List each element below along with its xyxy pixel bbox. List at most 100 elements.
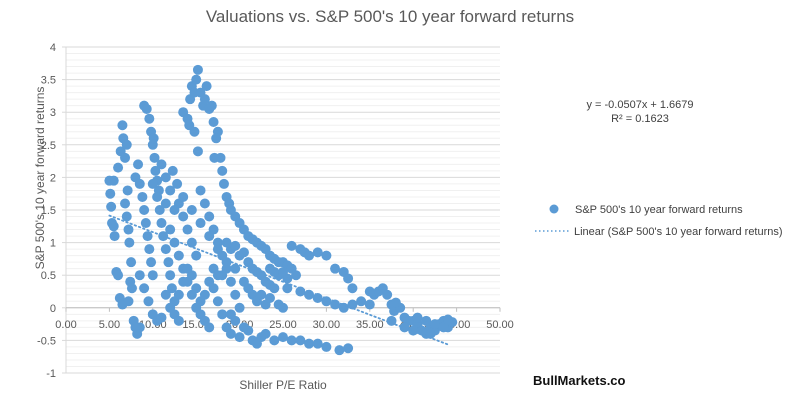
data-point — [178, 276, 189, 287]
data-point — [382, 289, 393, 300]
data-point — [269, 283, 280, 294]
data-point — [201, 81, 212, 92]
data-point — [178, 211, 189, 222]
data-point — [113, 270, 124, 281]
chart-title: Valuations vs. S&P 500's 10 year forward… — [206, 7, 574, 26]
data-point — [438, 322, 449, 333]
data-point — [163, 257, 174, 268]
data-point — [165, 185, 176, 196]
data-point — [140, 218, 151, 229]
data-point — [121, 211, 132, 222]
data-point — [215, 152, 226, 163]
data-point — [154, 205, 165, 215]
scatter-points — [104, 64, 458, 356]
x-axis-title: Shiller P/E Ratio — [239, 378, 327, 392]
y-tick-labels: -1 -0.5 0 0.5 1 1.5 2 2.5 3 3.5 4 — [37, 42, 66, 380]
data-point — [192, 64, 203, 75]
data-point — [182, 224, 193, 235]
legend-marker-scatter — [549, 204, 559, 214]
data-point — [421, 315, 432, 326]
data-point — [120, 152, 131, 163]
data-point — [204, 211, 215, 222]
data-point — [160, 198, 171, 209]
data-point — [211, 133, 222, 144]
data-point — [192, 146, 203, 157]
data-point — [109, 231, 120, 242]
data-point — [195, 185, 206, 196]
data-point — [195, 218, 206, 229]
data-point — [139, 205, 150, 215]
y-tick-label: 2.5 — [41, 140, 56, 152]
data-point — [321, 341, 332, 352]
data-point — [134, 178, 145, 189]
data-point — [139, 283, 150, 294]
data-point — [122, 185, 133, 196]
data-point — [160, 289, 171, 300]
data-point — [442, 314, 453, 325]
data-point — [321, 296, 332, 307]
data-point — [199, 94, 210, 105]
data-point — [165, 270, 176, 281]
data-point — [126, 257, 137, 268]
data-point — [429, 319, 440, 330]
data-point — [178, 191, 189, 202]
data-point — [117, 120, 128, 131]
y-axis-title: S&P 500's 10 year forward returns — [33, 87, 47, 270]
data-point — [230, 315, 241, 326]
legend-label-trendline: Linear (S&P 500's 10 year forward return… — [574, 226, 783, 238]
data-point — [141, 103, 152, 114]
data-point — [137, 191, 148, 202]
data-point — [113, 162, 124, 173]
data-point — [147, 270, 158, 281]
data-point — [204, 231, 215, 242]
data-point — [204, 322, 215, 333]
data-point — [206, 100, 217, 111]
data-point — [160, 244, 171, 255]
data-point — [278, 332, 288, 343]
data-point — [191, 74, 202, 85]
data-point — [230, 240, 241, 251]
data-point — [230, 289, 241, 300]
trendline-line — [108, 214, 449, 346]
data-point — [230, 263, 241, 274]
y-tick-label: 1 — [50, 238, 56, 250]
data-point — [169, 205, 180, 215]
data-point — [278, 302, 288, 313]
data-point — [269, 335, 280, 346]
data-point — [142, 231, 153, 242]
data-point — [225, 328, 236, 339]
x-tick-label: 0.00 — [55, 319, 76, 331]
x-tick-label: 30.00 — [313, 319, 341, 331]
y-tick-label: 2 — [50, 172, 56, 184]
gridlines — [65, 46, 500, 374]
data-point — [120, 198, 131, 209]
data-point — [149, 152, 160, 163]
watermark: BullMarkets.co — [533, 373, 626, 388]
data-point — [143, 296, 154, 307]
data-point — [108, 175, 119, 186]
data-point — [212, 244, 223, 255]
data-point — [334, 345, 345, 356]
data-point — [186, 237, 197, 248]
data-point — [264, 293, 275, 304]
data-point — [343, 273, 354, 284]
data-point — [123, 224, 134, 235]
data-point — [148, 133, 159, 144]
data-point — [243, 283, 254, 294]
trendline-equation: y = -0.0507x + 1.6679 — [586, 99, 693, 111]
y-tick-label: -1 — [46, 368, 56, 380]
data-point — [238, 322, 249, 333]
data-point — [156, 159, 167, 170]
data-point — [412, 312, 423, 323]
data-point — [191, 283, 202, 294]
data-point — [321, 250, 332, 261]
data-point — [173, 250, 184, 261]
data-point — [173, 289, 184, 300]
data-point — [330, 299, 341, 310]
data-point — [134, 322, 145, 333]
data-point — [304, 338, 315, 349]
data-point — [238, 247, 249, 258]
y-tick-label: 1.5 — [41, 205, 56, 217]
y-tick-label: 0 — [50, 303, 56, 315]
data-point — [121, 139, 132, 150]
